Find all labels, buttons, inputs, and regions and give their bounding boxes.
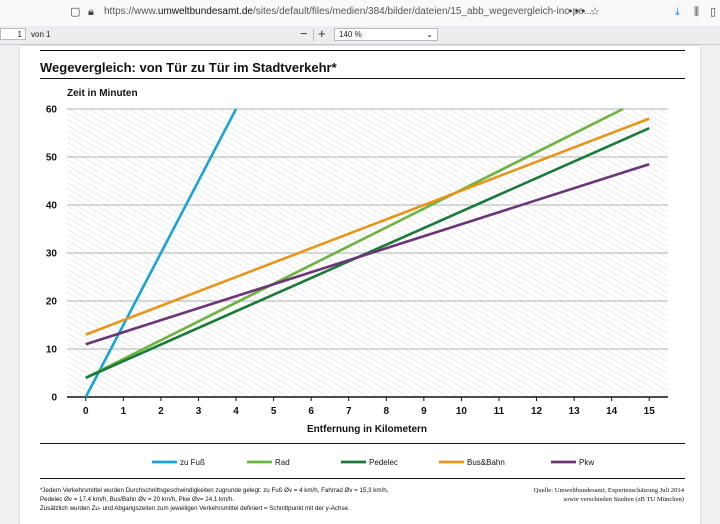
series-lines [84,107,650,398]
legend-bottom-rule [40,478,685,479]
series-line-rad [85,107,624,379]
y-tick-label: 0 [51,393,57,404]
bookmark-icon[interactable]: ☆ [590,5,600,18]
legend: zu Fuß Rad Pedelec Bus&Bahn Pkw [152,458,594,467]
zoom-out-button[interactable]: − [300,26,308,41]
x-tick-label: 10 [456,406,468,417]
url-field[interactable]: https://www.umweltbundesamt.de/sites/def… [104,6,593,17]
page-number-input[interactable]: 1 [0,28,26,40]
download-icon[interactable]: ⤓ [675,5,680,18]
pdf-toolbar: 1 von 1 − + 140 % ⌄ [0,26,720,45]
x-tick-label: 4 [233,406,239,417]
y-tick-label: 30 [46,249,58,260]
y-tick-label: 10 [46,345,58,356]
x-axis-label: Entfernung in Kilometern [307,424,427,435]
browser-url-bar: ▢ 🔒︎ https://www.umweltbundesamt.de/site… [0,0,720,27]
y-tick-label: 60 [46,105,58,116]
legend-label-pedelec: Pedelec [369,458,398,467]
legend-label-bus-bahn: Bus&Bahn [467,458,505,467]
top-rule [40,50,685,51]
legend-label-rad: Rad [275,458,290,467]
x-tick-label: 8 [384,406,390,417]
series-line-zu-fu- [84,108,238,398]
title-rule [40,78,685,79]
page-info-icon[interactable]: ▢ [70,5,81,18]
legend-label-zu-fu-: zu Fuß [180,458,205,467]
x-ticks: 0 1 2 3 4 5 6 7 8 9 10 11 12 13 14 15 [83,406,655,417]
y-tick-label: 20 [46,297,58,308]
chevron-down-icon: ⌄ [426,30,433,39]
x-tick-label: 6 [308,406,314,417]
x-tick-label: 0 [83,406,89,417]
chart-title: Wegevergleich: von Tür zu Tür im Stadtve… [40,60,337,75]
source-line-1: Quelle: Umweltbundesamt, Expertenschätzu… [533,487,684,494]
zoom-in-button[interactable]: + [318,26,326,41]
x-tick-label: 12 [531,406,543,417]
y-axis-label: Zeit in Minuten [67,88,138,99]
source-note: Quelle: Umweltbundesamt, Expertenschätzu… [534,486,684,504]
library-icon[interactable]: ⫼ [694,5,700,18]
page-count: von 1 [31,30,51,39]
x-tick-label: 13 [569,406,581,417]
toolbar-divider [313,29,314,41]
x-tick-label: 3 [196,406,202,417]
x-tick-label: 2 [158,406,164,417]
footnote-line-2: Pedelec Øv = 17,4 km/h, Bus/Bahn Øv = 20… [40,496,235,503]
footnote: *Jedem Verkehrsmittel wurden Durchschnit… [40,486,460,513]
x-tick-label: 11 [494,406,505,417]
source-line-2: sowie verschieden Studien (zB TU München… [563,496,684,503]
more-options-icon[interactable]: ••• [567,5,587,18]
y-tick-label: 50 [46,153,58,164]
sidebar-icon[interactable]: ▯ [710,5,717,18]
y-tick-label: 40 [46,201,58,212]
zoom-select[interactable]: 140 % ⌄ [334,28,438,41]
x-tick-label: 15 [644,406,656,417]
x-tick-label: 7 [346,406,352,417]
legend-label-pkw: Pkw [579,458,594,467]
grid [67,108,668,401]
x-tick-label: 5 [271,406,277,417]
footnote-line-3: Zusätzlich wurden Zu- und Abgangszeiten … [40,505,350,512]
x-tick-label: 14 [606,406,618,417]
lock-icon[interactable]: 🔒︎ [88,5,94,18]
y-ticks: 0 10 20 30 40 50 60 [46,105,58,404]
x-tick-label: 9 [421,406,427,417]
footnote-line-1: *Jedem Verkehrsmittel wurden Durchschnit… [40,487,389,494]
series-line-pkw [85,162,650,346]
series-line-bus-bahn [85,117,650,336]
x-tick-label: 1 [121,406,127,417]
zoom-value: 140 % [339,30,362,39]
legend-top-rule [40,443,685,444]
